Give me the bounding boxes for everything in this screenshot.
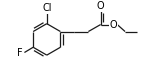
Text: O: O: [97, 1, 104, 11]
Text: O: O: [110, 20, 118, 30]
Text: Cl: Cl: [42, 3, 52, 13]
Text: F: F: [17, 48, 23, 57]
